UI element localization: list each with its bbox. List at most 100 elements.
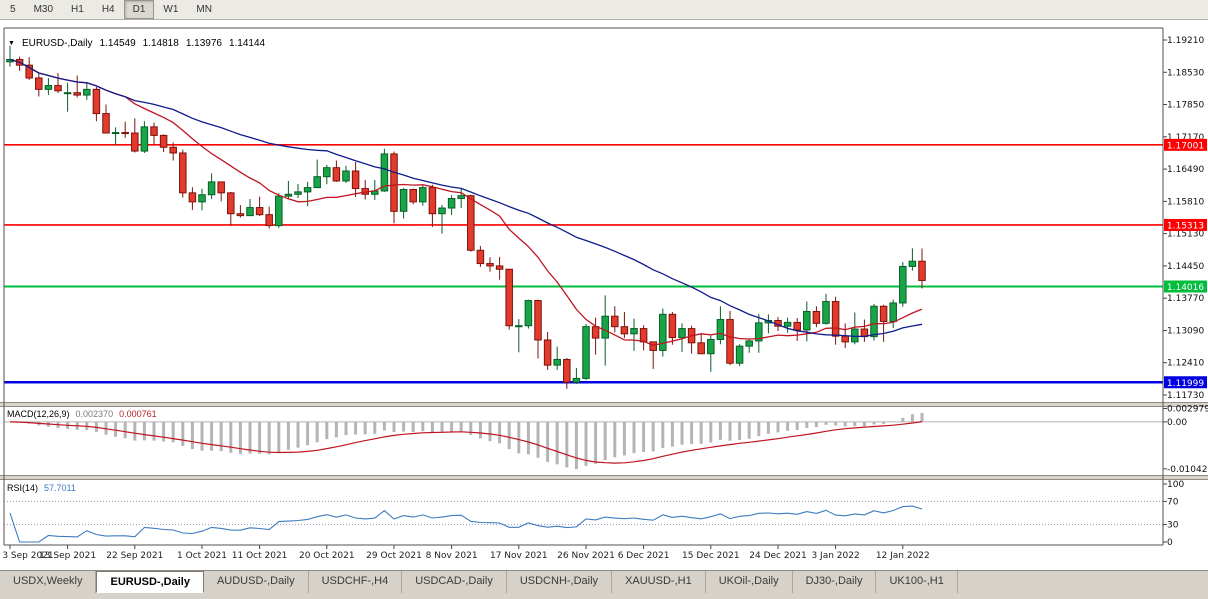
candle-body [351,170,360,190]
candle-body [54,85,62,92]
candle-body [207,181,216,196]
candle-body [783,321,792,327]
price-axis-label: 1.19210 [1167,36,1204,46]
price-axis-label: 1.16490 [1167,165,1204,175]
price-level-badge-text: 1.14016 [1167,283,1204,293]
chart-tab-usdchf-h4[interactable]: USDCHF-,H4 [309,571,403,593]
chart-tab-usdcad-daily[interactable]: USDCAD-,Daily [402,571,507,593]
candle-body [620,326,629,335]
chart-tab-audusd-daily[interactable]: AUDUSD-,Daily [204,571,309,593]
chart-tab-eurusd-daily[interactable]: EURUSD-,Daily [96,571,204,593]
timeframe-button-h1[interactable]: H1 [71,4,84,15]
candle-body [476,249,485,265]
candle-body [111,132,120,135]
chart-tab-uk100-h1[interactable]: UK100-,H1 [876,571,958,593]
candle-body [35,77,43,90]
candle-body [399,189,408,212]
candle-body [515,325,523,328]
timeframe-button-h4[interactable]: H4 [101,4,115,15]
price-axis-label: 1.17170 [1167,133,1204,143]
candle-body [582,326,590,379]
candle-body [255,207,264,216]
candle-body [150,126,158,136]
chart-tab-usdx-weekly[interactable]: USDX,Weekly [0,571,97,593]
candle-body [486,263,494,267]
horizontal-levels [4,144,1163,384]
time-axis-label: 13 Sep 2021 [39,551,96,561]
candle-body [755,322,763,342]
candle-body [879,305,888,322]
candle-body [275,195,283,227]
price-axis: 1.19210 1.18530 1.17850 1.17170 1.16490 1.158… [1163,36,1204,401]
rsi-axis-label: 30 [1167,521,1179,531]
candle-body [313,176,321,189]
rsi-axis-label: 0 [1167,538,1173,548]
candle-body [332,167,341,182]
candle-body [428,187,437,215]
price-axis-label: 1.15810 [1167,197,1204,207]
ma-line-13 [9,58,923,346]
candle-body [179,152,187,194]
candle-body [601,315,609,339]
candle-body [572,377,581,383]
chart-area: 0.002979 0.00 -0.010422 100 70 30 0 1.19210 1.18… [0,20,1208,570]
candle-body [159,134,168,148]
timeframe-button-m30[interactable]: M30 [33,4,54,15]
candle-body [735,345,744,364]
candle-body [534,300,542,341]
price-axis-label: 1.12410 [1167,359,1204,369]
timeframe-button-mn[interactable]: MN [196,4,212,15]
candle-body [591,326,600,339]
pane-separator [0,475,1208,480]
candle-body [102,113,110,134]
rsi-pane: 100 70 30 0 [4,480,1184,548]
candle-body [543,339,552,366]
candle-body [198,194,206,203]
candle-body [899,265,907,304]
candle-body [342,170,350,182]
price-level-badge-text: 1.17001 [1167,141,1204,151]
chart-tab-ukoil-daily[interactable]: UKOil-,Daily [706,571,793,593]
candle-body [25,64,33,79]
chart-background [0,20,1208,570]
chart-canvas[interactable]: 0.002979 0.00 -0.010422 100 70 30 0 1.19210 1.18… [0,20,1208,570]
timeframe-toolbar: 5 M30 H1 H4 D1 W1 MN [0,0,1208,20]
candle-body [73,92,81,96]
candle-body [246,207,254,217]
candle-body [140,126,149,152]
time-axis-label: 3 Jan 2022 [811,551,859,561]
candle-body [380,153,389,192]
timeframe-button-w1[interactable]: W1 [163,4,179,15]
candle-body [803,310,811,331]
candle-body [793,321,801,331]
macd-signal-line [9,421,923,464]
pane-borders [3,27,1164,546]
ma-line-34 [9,58,923,338]
time-axis-label: 26 Nov 2021 [557,551,615,561]
candle-body [294,191,302,195]
candle-body [284,193,293,197]
candle-body [851,328,859,343]
timeframe-button-d1[interactable]: D1 [123,0,155,19]
price-axis-label: 1.15130 [1167,230,1204,240]
chart-tab-dj30-daily[interactable]: DJ30-,Daily [793,571,877,593]
time-axis-label: 17 Nov 2021 [490,551,548,561]
candle-body [495,265,504,270]
time-axis-label: 6 Dec 2021 [618,551,670,561]
candle-body [649,341,657,351]
price-level-badge-text: 1.11999 [1167,379,1204,389]
price-axis-label: 1.11730 [1167,391,1204,401]
candle-body [524,300,533,327]
price-axis-label: 1.18530 [1167,68,1204,78]
time-axis-label: 22 Sep 2021 [106,551,163,561]
price-level-badge: 1.15313 [1164,218,1207,231]
candle-body [447,198,456,209]
price-level-badge: 1.11999 [1164,376,1207,389]
macd-pane: 0.002979 0.00 -0.010422 [4,405,1208,475]
candle-body [265,214,273,227]
chart-tab-xauusd-h1[interactable]: XAUUSD-,H1 [612,571,706,593]
timeframe-button-5[interactable]: 5 [10,4,16,15]
chart-tab-usdcnh-daily[interactable]: USDCNH-,Daily [507,571,613,593]
